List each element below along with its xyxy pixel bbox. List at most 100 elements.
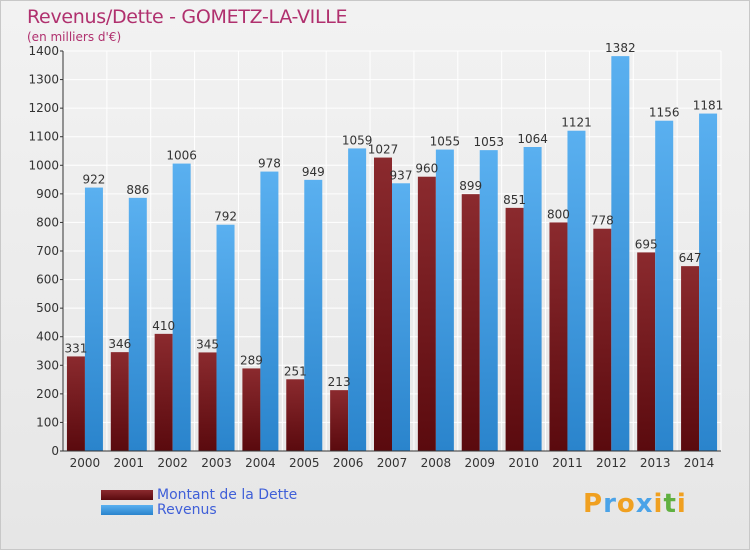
- data-label-dette: 1027: [368, 143, 399, 157]
- x-tick-label: 2012: [596, 456, 627, 470]
- y-tick-label: 800: [36, 215, 59, 229]
- bar-revenus: [392, 183, 410, 452]
- x-tick-label: 2011: [552, 456, 583, 470]
- data-label-revenus: 1181: [693, 99, 724, 113]
- y-tick-label: 200: [36, 387, 59, 401]
- data-label-dette: 647: [679, 251, 702, 265]
- data-label-revenus: 886: [126, 183, 149, 197]
- y-tick-label: 100: [36, 415, 59, 429]
- y-tick-label: 300: [36, 358, 59, 372]
- data-label-revenus: 1059: [342, 133, 373, 147]
- data-label-dette: 410: [152, 319, 175, 333]
- bar-dette: [505, 207, 524, 451]
- bar-dette: [549, 222, 568, 451]
- x-tick-label: 2001: [114, 456, 145, 470]
- y-tick-label: 600: [36, 273, 59, 287]
- bar-dette: [286, 379, 305, 451]
- data-label-revenus: 949: [302, 165, 325, 179]
- value-labels: 331 922 346 886 410 1006 345 792 289 978 251 949 213…: [64, 41, 723, 389]
- bars: [66, 56, 718, 452]
- data-label-dette: 778: [591, 214, 614, 228]
- bar-revenus: [128, 197, 147, 451]
- data-label-revenus: 1006: [166, 149, 197, 163]
- legend-swatch-dette: [101, 489, 153, 500]
- legend: Montant de la Dette Revenus: [101, 486, 298, 518]
- bar-revenus: [611, 56, 630, 452]
- x-tick-label: 2000: [70, 456, 101, 470]
- bar-revenus: [84, 187, 103, 452]
- y-tick-label: 1000: [28, 158, 59, 172]
- y-tick-label: 0: [51, 444, 59, 458]
- data-label-revenus: 922: [82, 173, 105, 187]
- bar-dette: [154, 333, 173, 451]
- data-label-dette: 851: [503, 193, 526, 207]
- chart-title: Revenus/Dette - GOMETZ-LA-VILLE: [27, 6, 348, 28]
- bar-dette: [198, 352, 217, 451]
- bar-dette: [374, 157, 392, 452]
- data-label-dette: 331: [64, 341, 87, 355]
- legend-label-dette: Montant de la Dette: [157, 486, 298, 503]
- data-label-dette: 345: [196, 337, 219, 351]
- data-label-dette: 695: [635, 237, 658, 251]
- legend-swatch-revenus: [101, 504, 153, 515]
- data-label-dette: 800: [547, 207, 570, 221]
- bar-dette: [681, 266, 700, 451]
- proxiti-logo: Proxiti: [583, 489, 687, 519]
- x-tick-label: 2006: [333, 456, 364, 470]
- y-tick-label: 1200: [28, 101, 59, 115]
- bar-revenus: [567, 130, 586, 451]
- data-label-dette: 346: [108, 337, 131, 351]
- bar-revenus: [435, 149, 454, 452]
- y-tick-label: 1300: [28, 73, 59, 87]
- x-tick-label: 2008: [421, 456, 452, 470]
- bar-dette: [461, 194, 480, 451]
- data-label-revenus: 1053: [473, 135, 504, 149]
- x-tick-label: 2005: [289, 456, 320, 470]
- bar-revenus: [172, 163, 191, 452]
- bar-revenus: [479, 150, 498, 451]
- bar-revenus: [260, 171, 279, 452]
- bar-revenus: [523, 147, 542, 451]
- bar-revenus: [655, 120, 674, 451]
- bar-dette: [330, 390, 349, 451]
- logo-letter: o: [616, 489, 636, 519]
- bar-dette: [593, 228, 612, 451]
- x-tick-label: 2004: [245, 456, 276, 470]
- y-tick-label: 700: [36, 244, 59, 258]
- legend-label-revenus: Revenus: [157, 501, 217, 518]
- bar-dette: [637, 252, 656, 451]
- bar-revenus: [216, 224, 235, 451]
- axes: 0 100 200 300 400 500 600 700 800 900 1000 1100 1200…: [28, 44, 721, 470]
- x-tick-label: 2003: [201, 456, 232, 470]
- bar-dette: [417, 176, 436, 451]
- y-tick-label: 1100: [28, 130, 59, 144]
- x-tick-label: 2002: [157, 456, 188, 470]
- y-tick-label: 900: [36, 187, 59, 201]
- data-label-dette: 251: [284, 364, 307, 378]
- data-label-revenus: 978: [258, 157, 281, 171]
- x-tick-label: 2009: [464, 456, 495, 470]
- y-tick-label: 500: [36, 301, 59, 315]
- data-label-revenus: 1382: [605, 41, 636, 55]
- x-tick-label: 2010: [508, 456, 539, 470]
- logo-letter: i: [653, 489, 664, 519]
- data-label-revenus: 1121: [561, 116, 592, 130]
- bar-dette: [110, 352, 129, 451]
- logo-letter: r: [603, 489, 617, 519]
- legend-item-dette: Montant de la Dette: [101, 486, 298, 503]
- logo-letter: P: [583, 489, 604, 519]
- x-tick-label: 2014: [684, 456, 715, 470]
- logo-letter: x: [635, 489, 654, 519]
- data-label-revenus: 792: [214, 210, 237, 224]
- y-tick-label: 400: [36, 330, 59, 344]
- data-label-revenus: 937: [390, 168, 413, 182]
- data-label-dette: 213: [328, 375, 351, 389]
- bar-revenus: [348, 148, 367, 451]
- data-label-revenus: 1156: [649, 106, 680, 120]
- data-label-revenus: 1055: [430, 135, 461, 149]
- legend-item-revenus: Revenus: [101, 501, 297, 518]
- data-label-dette: 899: [459, 179, 482, 193]
- bar-revenus: [699, 113, 718, 452]
